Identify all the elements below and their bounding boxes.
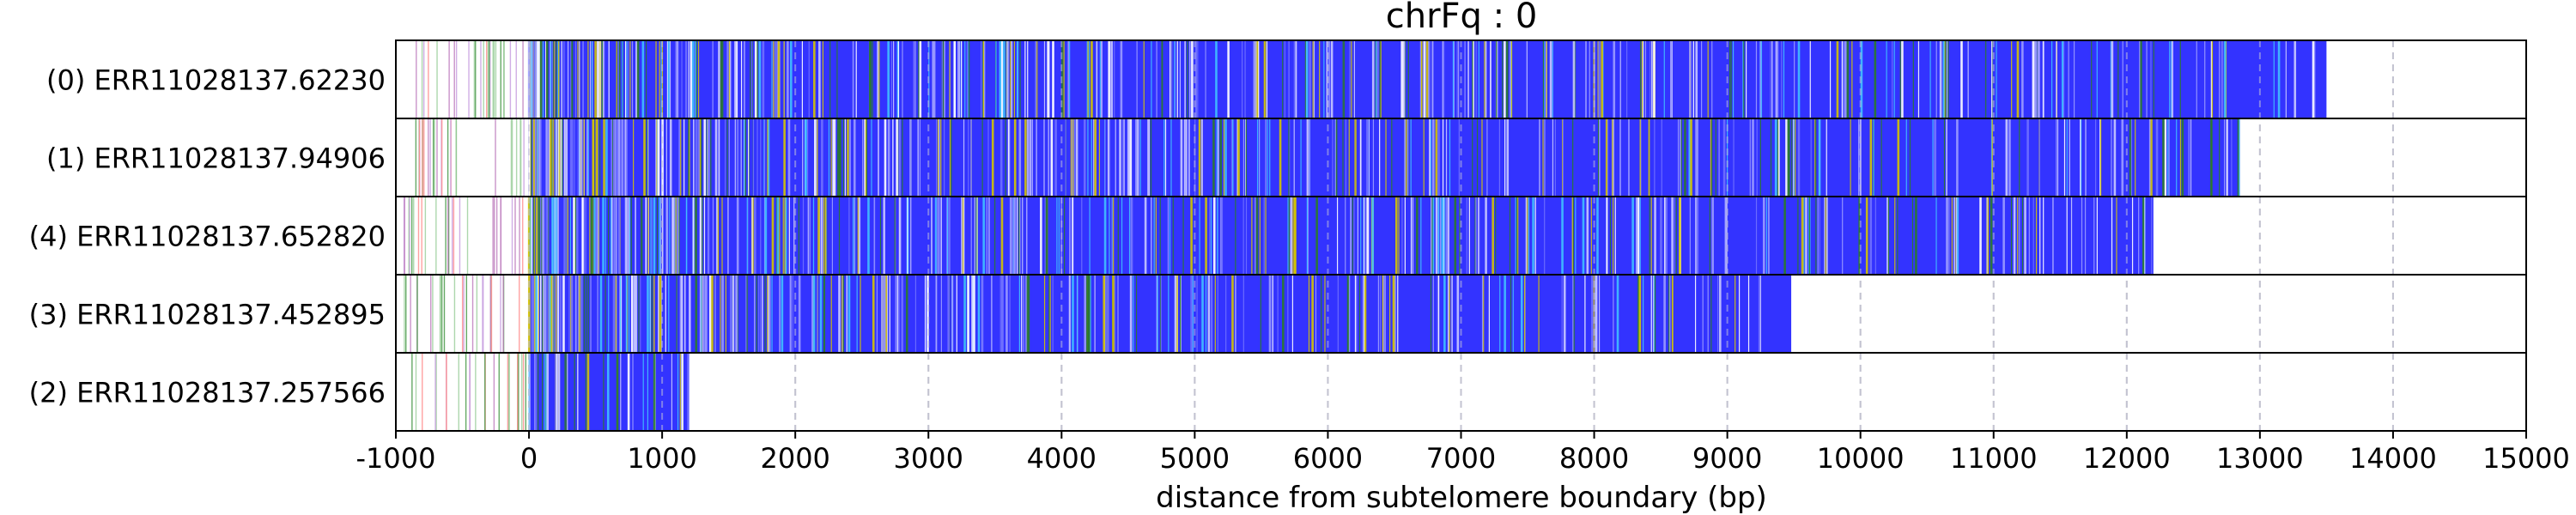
x-tick-label: 8000	[1559, 442, 1629, 475]
x-tick-label: 5000	[1160, 442, 1230, 475]
x-tick-label: 3000	[894, 442, 963, 475]
x-tick-label: 14000	[2349, 442, 2437, 475]
x-tick-label: 9000	[1692, 442, 1762, 475]
x-tick-label: 11000	[1950, 442, 2038, 475]
read-labels: (0) ERR11028137.62230 (1) ERR11028137.949…	[29, 64, 386, 409]
read-bar	[529, 119, 2240, 196]
left-region-lines	[403, 40, 527, 431]
x-tick-label: 15000	[2482, 442, 2570, 475]
x-tick-label: -1000	[356, 442, 436, 475]
read-label: (4) ERR11028137.652820	[29, 221, 386, 253]
x-tick-label: 10000	[1817, 442, 1905, 475]
x-tick-label: 4000	[1027, 442, 1097, 475]
chart-title: chrFq : 0	[1386, 0, 1538, 36]
read-label: (2) ERR11028137.257566	[29, 377, 386, 409]
x-tick-label: 6000	[1293, 442, 1363, 475]
read-label: (0) ERR11028137.62230	[46, 64, 386, 97]
read-label: (3) ERR11028137.452895	[29, 299, 386, 331]
x-tick-label: 2000	[760, 442, 829, 475]
x-tick-label: 13000	[2216, 442, 2304, 475]
x-tick-label: 12000	[2083, 442, 2171, 475]
x-tick-label: 1000	[627, 442, 696, 475]
read-bar	[529, 197, 2154, 274]
read-label: (1) ERR11028137.94906	[46, 142, 386, 175]
x-tick-label: 7000	[1426, 442, 1496, 475]
x-ticks: -1000 0 1000 2000 3000 4000 5000 6000 7000 8000 90…	[356, 431, 2570, 475]
x-axis-label: distance from subtelomere boundary (bp)	[1156, 481, 1767, 515]
x-tick-label: 0	[520, 442, 538, 475]
grid-overlay	[528, 40, 2394, 431]
